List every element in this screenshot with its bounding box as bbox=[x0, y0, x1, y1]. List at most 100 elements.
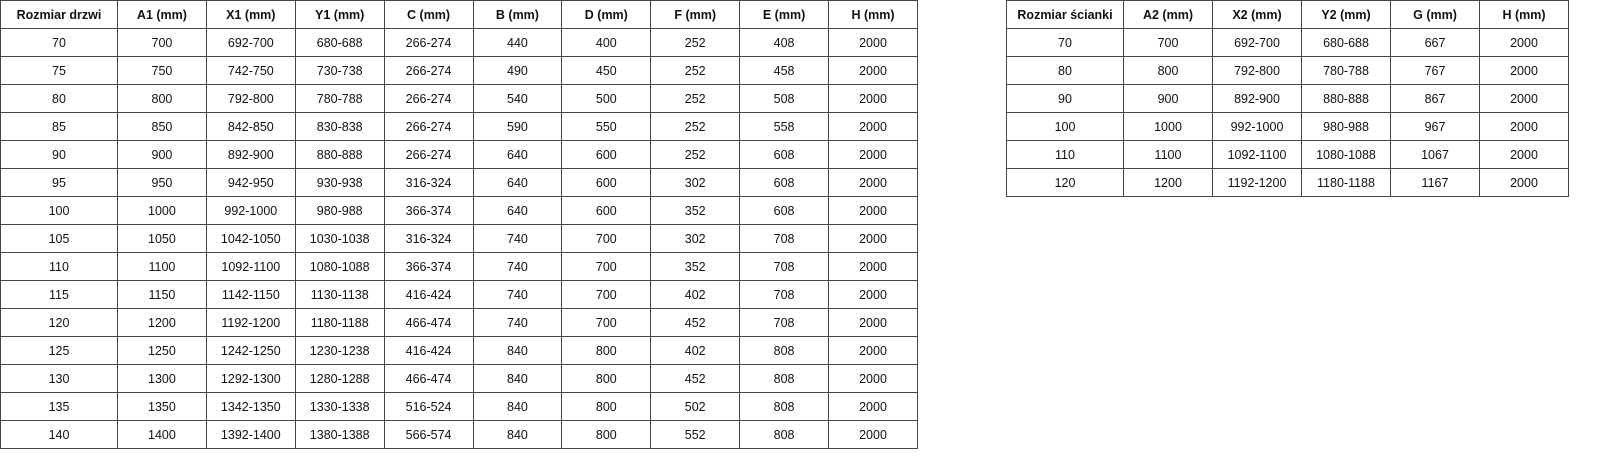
table-cell: 740 bbox=[472, 308, 563, 337]
table-cell: 1167 bbox=[1390, 168, 1480, 197]
table-cell: 2000 bbox=[828, 224, 918, 253]
table-cell: 800 bbox=[117, 84, 207, 113]
table-cell: 440 bbox=[472, 28, 563, 57]
table-cell: 2000 bbox=[1479, 168, 1569, 197]
table-cell: 266-274 bbox=[383, 56, 474, 85]
table-cell: 1292-1300 bbox=[205, 364, 296, 393]
table-cell: 1080-1088 bbox=[1301, 140, 1391, 169]
table-cell: 550 bbox=[561, 112, 652, 141]
table-cell: 608 bbox=[739, 196, 829, 225]
table-cell: 808 bbox=[739, 364, 829, 393]
table-cell: 2000 bbox=[828, 168, 918, 197]
table-cell: 120 bbox=[0, 308, 118, 337]
table-cell: 1192-1200 bbox=[1212, 168, 1302, 197]
table-cell: 2000 bbox=[1479, 140, 1569, 169]
table-cell: 708 bbox=[739, 308, 829, 337]
table-cell: 110 bbox=[0, 252, 118, 281]
table-cell: 402 bbox=[650, 336, 741, 365]
table-cell: 316-324 bbox=[383, 224, 474, 253]
table-cell: 880-888 bbox=[1301, 84, 1391, 113]
wall-dimensions-table: Rozmiar ścianki A2 (mm) X2 (mm) Y2 (mm) G (m… bbox=[1006, 0, 1569, 197]
table-cell: 1100 bbox=[117, 252, 207, 281]
table-cell: 608 bbox=[739, 168, 829, 197]
table-cell: 1380-1388 bbox=[294, 420, 385, 449]
table-cell: 2000 bbox=[828, 112, 918, 141]
table-cell: 700 bbox=[1123, 28, 1213, 57]
table-cell: 466-474 bbox=[383, 308, 474, 337]
table-cell: 1050 bbox=[117, 224, 207, 253]
header-row: Rozmiar drzwi A1 (mm) X1 (mm) Y1 (mm) C (mm)… bbox=[0, 0, 918, 29]
table-cell: 792-800 bbox=[205, 84, 296, 113]
table-cell: 100 bbox=[1006, 112, 1124, 141]
column-header: Y2 (mm) bbox=[1301, 0, 1391, 29]
table-cell: 1280-1288 bbox=[294, 364, 385, 393]
table-cell: 252 bbox=[650, 140, 741, 169]
table-cell: 2000 bbox=[828, 140, 918, 169]
table-row: 75 750 742-750 730-738 266-274 490 450 252 458 20… bbox=[0, 56, 918, 85]
table-cell: 552 bbox=[650, 420, 741, 449]
column-header: D (mm) bbox=[561, 0, 652, 29]
table-cell: 70 bbox=[0, 28, 118, 57]
table-cell: 2000 bbox=[828, 56, 918, 85]
table-cell: 1330-1338 bbox=[294, 392, 385, 421]
table-cell: 500 bbox=[561, 84, 652, 113]
table-cell: 1000 bbox=[117, 196, 207, 225]
table-cell: 110 bbox=[1006, 140, 1124, 169]
table-cell: 640 bbox=[472, 168, 563, 197]
table-cell: 452 bbox=[650, 364, 741, 393]
table-cell: 1192-1200 bbox=[205, 308, 296, 337]
table-cell: 1230-1238 bbox=[294, 336, 385, 365]
column-header: E (mm) bbox=[739, 0, 829, 29]
table-cell: 1300 bbox=[117, 364, 207, 393]
table-cell: 900 bbox=[117, 140, 207, 169]
table-cell: 750 bbox=[117, 56, 207, 85]
table-cell: 667 bbox=[1390, 28, 1480, 57]
table-cell: 316-324 bbox=[383, 168, 474, 197]
table-row: 95 950 942-950 930-938 316-324 640 600 302 608 20… bbox=[0, 168, 918, 197]
table-cell: 640 bbox=[472, 140, 563, 169]
table-cell: 75 bbox=[0, 56, 118, 85]
table-cell: 402 bbox=[650, 280, 741, 309]
table-cell: 120 bbox=[1006, 168, 1124, 197]
table-cell: 452 bbox=[650, 308, 741, 337]
table-row: 100 1000 992-1000 980-988 967 2000 bbox=[1006, 112, 1569, 141]
table-cell: 490 bbox=[472, 56, 563, 85]
table-cell: 80 bbox=[0, 84, 118, 113]
column-header: Rozmiar ścianki bbox=[1006, 0, 1124, 29]
table-cell: 680-688 bbox=[1301, 28, 1391, 57]
table-cell: 840 bbox=[472, 364, 563, 393]
table-row: 120 1200 1192-1200 1180-1188 1167 2000 bbox=[1006, 168, 1569, 197]
table-cell: 252 bbox=[650, 28, 741, 57]
column-header: H (mm) bbox=[1479, 0, 1569, 29]
table-cell: 100 bbox=[0, 196, 118, 225]
table-cell: 1180-1188 bbox=[294, 308, 385, 337]
table-cell: 930-938 bbox=[294, 168, 385, 197]
table-row: 100 1000 992-1000 980-988 366-374 640 600 352 60… bbox=[0, 196, 918, 225]
table-cell: 2000 bbox=[828, 196, 918, 225]
table-cell: 266-274 bbox=[383, 112, 474, 141]
table-cell: 466-474 bbox=[383, 364, 474, 393]
table-cell: 135 bbox=[0, 392, 118, 421]
table-cell: 780-788 bbox=[294, 84, 385, 113]
table-cell: 252 bbox=[650, 56, 741, 85]
table-cell: 1042-1050 bbox=[205, 224, 296, 253]
table-cell: 416-424 bbox=[383, 336, 474, 365]
table-cell: 558 bbox=[739, 112, 829, 141]
table-cell: 2000 bbox=[828, 252, 918, 281]
column-header: Rozmiar drzwi bbox=[0, 0, 118, 29]
table-cell: 992-1000 bbox=[1212, 112, 1302, 141]
column-header: F (mm) bbox=[650, 0, 741, 29]
table-cell: 742-750 bbox=[205, 56, 296, 85]
table-cell: 640 bbox=[472, 196, 563, 225]
table-cell: 980-988 bbox=[294, 196, 385, 225]
table-cell: 740 bbox=[472, 224, 563, 253]
table-cell: 95 bbox=[0, 168, 118, 197]
table-cell: 302 bbox=[650, 168, 741, 197]
table-cell: 840 bbox=[472, 420, 563, 449]
table-cell: 942-950 bbox=[205, 168, 296, 197]
table-cell: 1150 bbox=[117, 280, 207, 309]
table-cell: 2000 bbox=[828, 280, 918, 309]
table-row: 110 1100 1092-1100 1080-1088 366-374 740 700 35… bbox=[0, 252, 918, 281]
table-cell: 800 bbox=[561, 420, 652, 449]
table-cell: 1350 bbox=[117, 392, 207, 421]
